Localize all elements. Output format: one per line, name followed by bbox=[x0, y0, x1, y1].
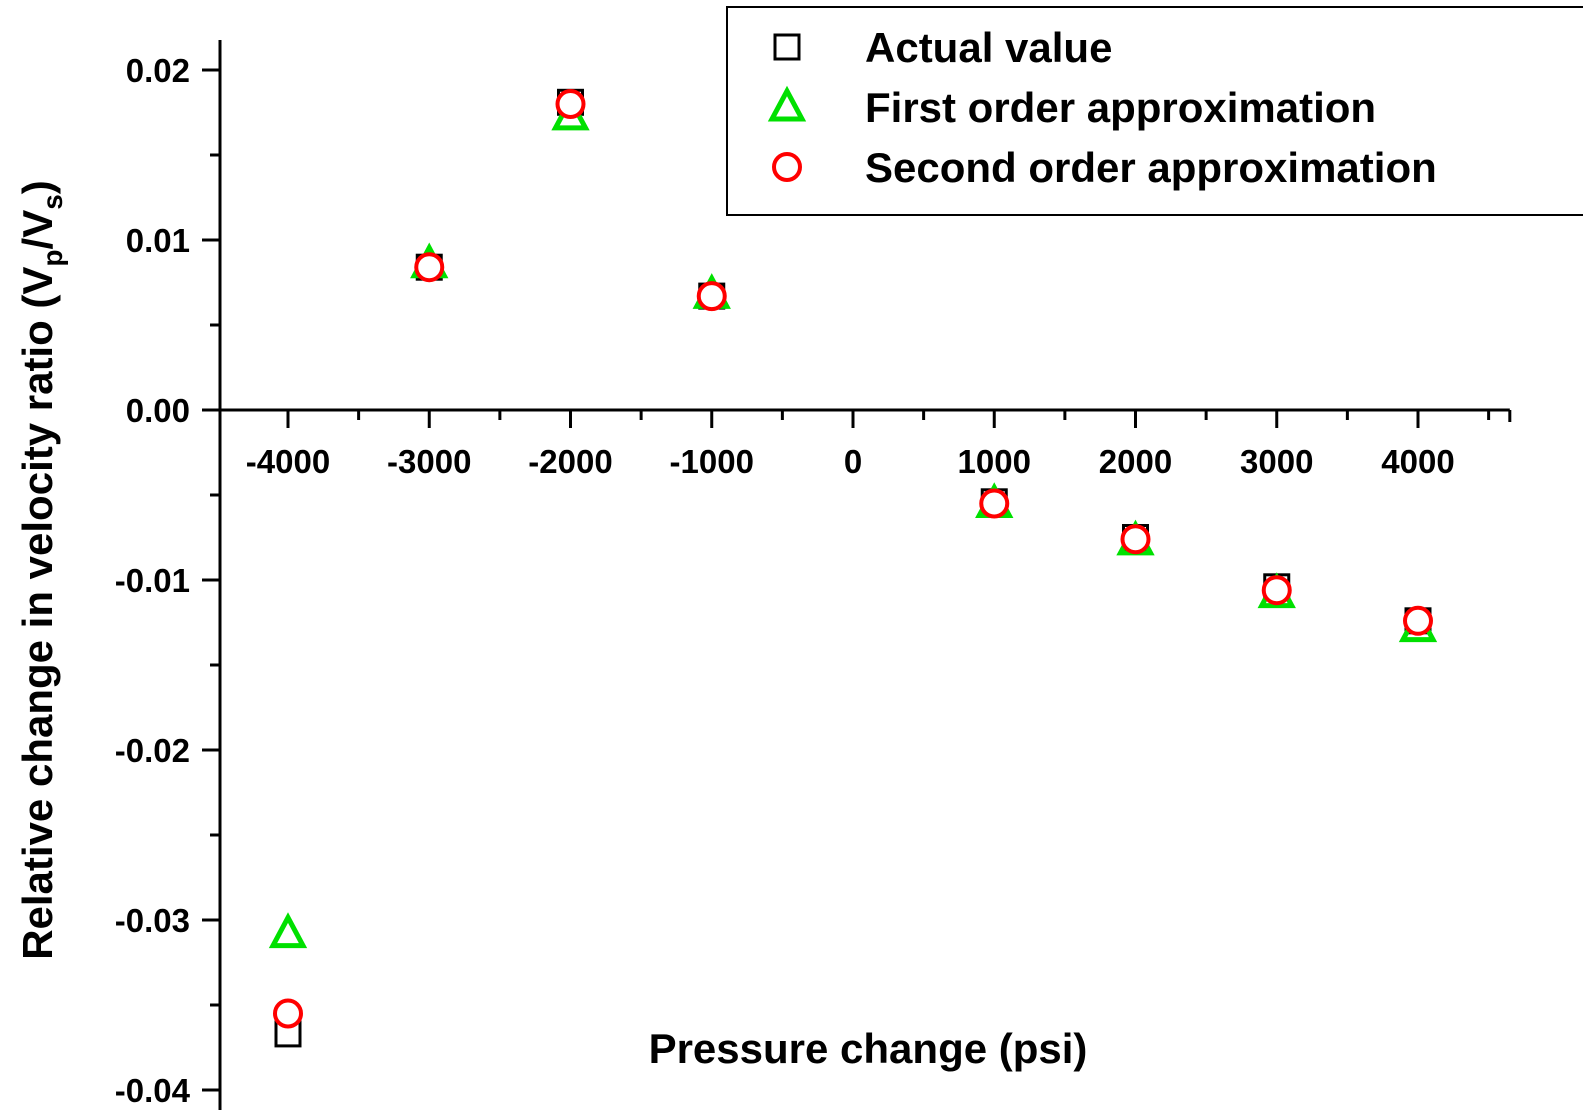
x-tick-label: -2000 bbox=[528, 443, 612, 480]
circle-data-point bbox=[555, 89, 586, 119]
x-tick-label: 4000 bbox=[1381, 443, 1454, 480]
x-tick-label: 2000 bbox=[1099, 443, 1172, 480]
legend-box bbox=[726, 6, 1583, 216]
circle-data-point bbox=[1261, 575, 1292, 606]
x-axis-title: Pressure change (psi) bbox=[649, 1025, 1088, 1072]
y-axis-title-close: ) bbox=[14, 180, 61, 194]
y-tick-label: -0.02 bbox=[115, 732, 190, 769]
legend: Actual value First order approximation Sec… bbox=[726, 6, 1583, 216]
circle-data-point bbox=[1120, 524, 1151, 555]
circle-data-point bbox=[414, 252, 445, 283]
y-tick-label: -0.01 bbox=[115, 562, 190, 599]
y-tick-label: 0.01 bbox=[126, 222, 190, 259]
x-ticks: -4000 -3000 -2000 -1000 0 1000 2000 3000 4000 bbox=[246, 410, 1512, 480]
y-tick-label: -0.04 bbox=[115, 1072, 191, 1109]
legend-label: Actual value bbox=[865, 24, 1112, 71]
x-tick-label: 1000 bbox=[958, 443, 1031, 480]
x-tick-label: 0 bbox=[844, 443, 862, 480]
legend-label: Second order approximation bbox=[865, 144, 1437, 191]
y-tick-label: 0.00 bbox=[126, 392, 190, 429]
y-tick-label: 0.02 bbox=[126, 52, 190, 89]
legend-square-marker bbox=[773, 33, 801, 61]
data-points bbox=[268, 88, 1438, 1048]
axes bbox=[218, 40, 1510, 1110]
y-axis-title-sub-p: p bbox=[37, 249, 68, 266]
y-axis-title-sub-s: s bbox=[37, 194, 68, 210]
x-tick-label: -1000 bbox=[670, 443, 754, 480]
y-axis-title-main: Relative change in velocity ratio (V bbox=[14, 267, 61, 960]
x-tick-label: -3000 bbox=[387, 443, 471, 480]
x-tick-label: 3000 bbox=[1240, 443, 1313, 480]
y-ticks: 0.02 0.01 0.00 -0.01 -0.02 -0.03 -0.04 bbox=[115, 52, 220, 1109]
circle-data-point bbox=[1403, 605, 1433, 636]
legend-label: First order approximation bbox=[865, 84, 1376, 131]
y-axis-title: Relative change in velocity ratio (Vp/Vs… bbox=[14, 180, 68, 960]
triangle-data-point bbox=[268, 912, 308, 949]
x-tick-label: -4000 bbox=[246, 443, 330, 480]
legend-triangle-marker bbox=[767, 85, 807, 122]
y-tick-label: -0.03 bbox=[115, 902, 190, 939]
legend-circle-marker bbox=[772, 152, 802, 182]
circle-data-point bbox=[979, 488, 1010, 519]
circle-data-point bbox=[273, 998, 303, 1029]
y-axis-title-slash: /V bbox=[14, 210, 61, 250]
circle-data-point bbox=[696, 281, 727, 312]
